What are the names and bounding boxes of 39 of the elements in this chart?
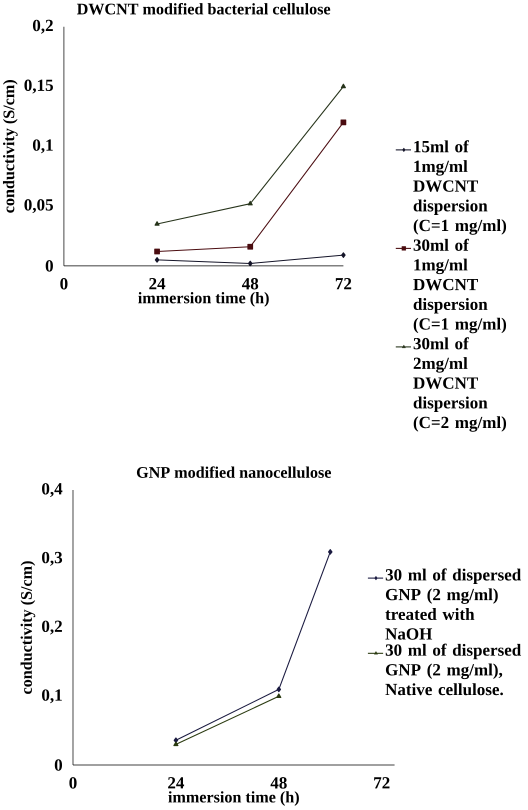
point — [154, 248, 160, 254]
x-tick-label: 72 — [374, 777, 390, 788]
x-tick-label: 24 — [168, 777, 184, 788]
x-axis-title: immersion time (h) — [168, 791, 299, 806]
legend-label: 30 ml of dispersed GNP (2 mg/ml), Native cellulose. — [385, 644, 521, 696]
point — [247, 244, 253, 250]
point — [154, 221, 160, 226]
y-tick-label: 0,1 — [42, 689, 62, 704]
chart-title: DWCNT modified bacterial cellulose — [76, 2, 330, 15]
y-tick-label: 0,1 — [32, 139, 53, 154]
x-tick-label: 0 — [69, 777, 76, 789]
y-tick-label: 0 — [46, 260, 53, 272]
point — [341, 252, 346, 258]
y-tick-label: 0,2 — [42, 620, 62, 634]
x-tick-label: 72 — [336, 278, 352, 290]
y-tick-label: 0,4 — [42, 483, 62, 497]
point — [154, 257, 160, 263]
x-tick-label: 24 — [149, 278, 166, 290]
point — [340, 120, 346, 126]
legend-label: 30ml of 2mg/ml DWCNT dispersion (C=2 mg/ml) — [413, 337, 506, 432]
legend-label: 30 ml of dispersed GNP (2 mg/ml) treated with NaOH — [385, 568, 521, 640]
point — [328, 549, 332, 555]
y-tick-label: 0,05 — [24, 199, 53, 214]
x-tick-label: 48 — [242, 278, 258, 290]
y-tick-label: 0,3 — [42, 552, 62, 566]
legend-label: 15ml of 1mg/ml DWCNT dispersion (C=1 mg/ml) — [413, 140, 506, 235]
y-tick-label: 0 — [54, 759, 62, 771]
point — [276, 686, 281, 692]
point — [248, 260, 252, 266]
y-tick-label: 0,15 — [24, 80, 53, 94]
chart-title: GNP modified nanocellulose — [136, 466, 331, 478]
point — [248, 200, 253, 206]
legend-label: 30ml of 1mg/ml DWCNT dispersion (C=1 mg/ml) — [413, 238, 506, 334]
x-tick-label: 48 — [270, 777, 287, 789]
point — [340, 84, 346, 88]
y-tick-label: 0,2 — [32, 20, 53, 34]
y-axis-title: conductivity (S/cm) — [2, 80, 18, 213]
y-axis-title: conductivity (S/cm) — [20, 561, 36, 694]
x-axis-title: immersion time (h) — [138, 292, 269, 307]
